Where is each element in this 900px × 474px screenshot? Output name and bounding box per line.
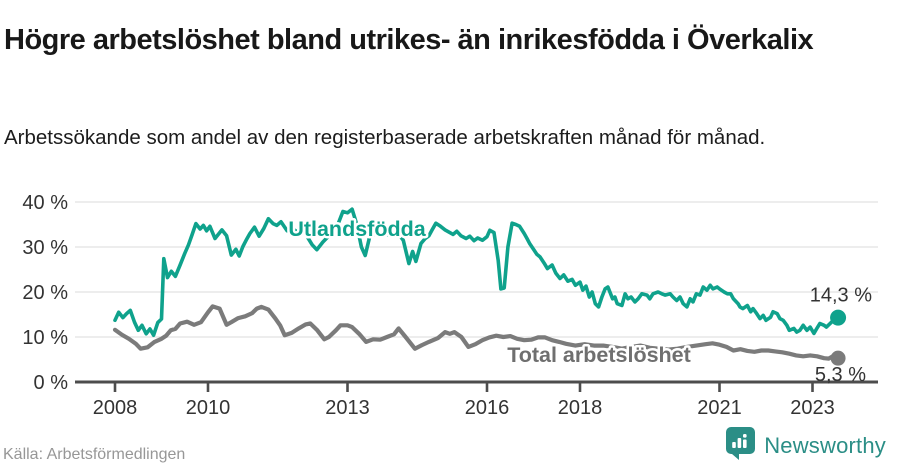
x-axis-tick-label: 2013 <box>325 397 370 419</box>
series-label-utlandsfodda: Utlandsfödda <box>288 217 426 241</box>
y-axis-tick-label: 0 % <box>34 372 69 394</box>
chart-subtitle: Arbetssökande som andel av den registerb… <box>4 125 766 149</box>
source-credit: Källa: Arbetsförmedlingen <box>3 446 186 463</box>
series-label-total: Total arbetslöshet <box>507 343 691 367</box>
x-axis-tick-label: 2018 <box>558 397 603 419</box>
newsworthy-wordmark: Newsworthy <box>764 433 886 458</box>
chart-area: 0 % 10 % 20 % 30 % 40 % 2008 2010 2013 2016 2018 2… <box>0 180 900 428</box>
series-end-dot <box>830 309 847 326</box>
y-axis-tick-label: 20 % <box>22 282 68 304</box>
series-line-utlandsfodda <box>113 207 840 337</box>
x-axis-tick-label: 2010 <box>186 397 231 419</box>
series-end-value-label: 5,3 % <box>815 364 866 386</box>
newsworthy-chart-bubble-icon <box>725 426 756 466</box>
x-axis-tick-label: 2021 <box>697 397 742 419</box>
series-end-dot <box>830 350 846 366</box>
series-end-value-label: 14,3 % <box>810 285 872 307</box>
footer: Källa: Arbetsförmedlingen Newsworthy <box>0 427 900 474</box>
x-axis-tick-label: 2023 <box>790 397 835 419</box>
y-axis-tick-label: 10 % <box>22 327 68 349</box>
newsworthy-brand: Newsworthy <box>725 426 886 466</box>
chart-canvas: 0 % 10 % 20 % 30 % 40 % 2008 2010 2013 2016 2018 2… <box>22 192 878 419</box>
series-line-total <box>112 304 841 361</box>
x-axis-tick-label: 2016 <box>465 397 510 419</box>
x-axis-tick-label: 2008 <box>93 397 138 419</box>
y-axis-tick-label: 30 % <box>22 237 68 259</box>
y-axis-tick-label: 40 % <box>22 192 68 214</box>
page-title: Högre arbetslöshet bland utrikes- än inr… <box>4 24 814 57</box>
